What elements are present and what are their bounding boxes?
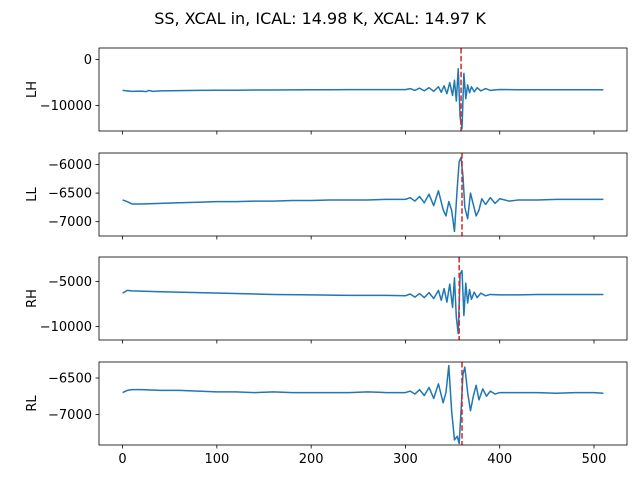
x-tick-label: 100	[204, 452, 229, 467]
subplot-rl: −6500 −7000 0 100 200 300 400 500 RL	[25, 361, 628, 467]
x-tick-label: 500	[582, 452, 607, 467]
x-tick-label: 400	[487, 452, 512, 467]
axes-frame	[98, 256, 628, 341]
y-tick-label: −10000	[40, 320, 92, 335]
series-line	[122, 68, 604, 130]
axes-frame	[98, 152, 628, 237]
y-tick-label: 0	[84, 53, 92, 68]
y-tick-label: −6000	[48, 158, 92, 173]
y-tick-label: −10000	[40, 99, 92, 114]
y-tick-label: −7000	[48, 408, 92, 423]
y-axis-label: RH	[25, 289, 40, 308]
series-line	[122, 269, 604, 335]
series-line	[122, 156, 604, 233]
y-tick-label: −7000	[48, 215, 92, 230]
series-line	[122, 364, 604, 445]
y-tick-label: −6500	[48, 372, 92, 387]
y-axis-label: LL	[25, 187, 40, 202]
x-tick-label: 300	[393, 452, 418, 467]
y-tick-label: −5000	[48, 275, 92, 290]
axes-frame	[98, 361, 628, 446]
subplots: 0−10000LH−6000−6500−7000LL−5000−10000RH−…	[25, 47, 628, 467]
y-axis-label: RL	[25, 395, 40, 412]
x-tick-label: 200	[299, 452, 324, 467]
subplot-ll: −6000 −6500 −7000 LL	[25, 152, 628, 240]
axes-frame	[98, 47, 628, 132]
y-tick-label: −6500	[48, 187, 92, 202]
figure-title: SS, XCAL in, ICAL: 14.98 K, XCAL: 14.97 …	[154, 9, 486, 28]
y-axis-label: LH	[25, 81, 40, 98]
x-tick-label: 0	[118, 452, 126, 467]
